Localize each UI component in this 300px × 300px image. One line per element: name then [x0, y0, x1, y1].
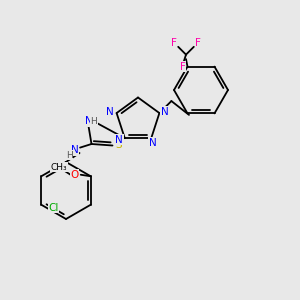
- Text: N: N: [71, 145, 79, 155]
- Text: S: S: [115, 140, 122, 151]
- Text: O: O: [70, 170, 78, 180]
- Text: F: F: [171, 38, 177, 48]
- Text: F: F: [180, 61, 186, 72]
- Text: H: H: [66, 151, 73, 160]
- Text: Cl: Cl: [48, 203, 58, 213]
- Text: N: N: [85, 116, 92, 126]
- Text: N: N: [116, 135, 123, 145]
- Text: H: H: [91, 117, 97, 126]
- Text: N: N: [106, 106, 114, 116]
- Text: F: F: [195, 38, 201, 48]
- Text: N: N: [161, 106, 169, 116]
- Text: N: N: [149, 138, 157, 148]
- Text: CH₃: CH₃: [51, 163, 68, 172]
